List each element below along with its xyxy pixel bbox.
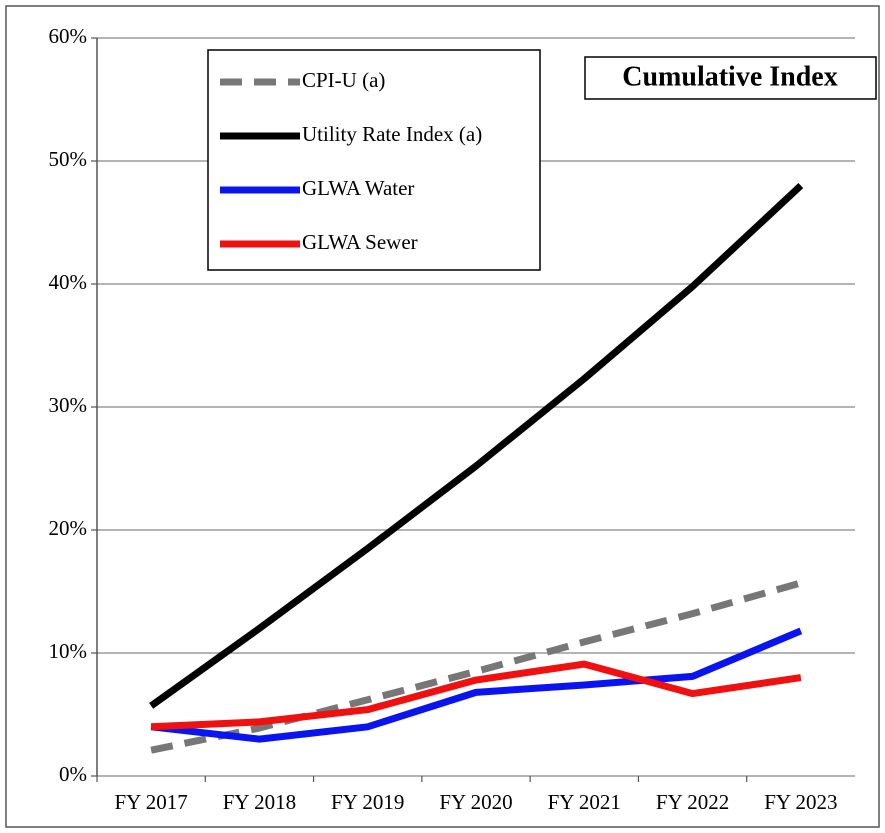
x-tick-label: FY 2021 <box>548 790 621 814</box>
legend-box <box>207 49 541 271</box>
legend-label: Utility Rate Index (a) <box>302 122 482 146</box>
y-tick-label: 0% <box>59 762 87 786</box>
y-tick-label: 10% <box>49 639 88 663</box>
y-tick-label: 20% <box>49 516 88 540</box>
y-tick-label: 60% <box>49 24 88 48</box>
y-tick-label: 50% <box>49 147 88 171</box>
series-line <box>150 627 803 743</box>
x-tick-label: FY 2017 <box>114 790 187 814</box>
series-line <box>150 660 802 731</box>
x-tick-label: FY 2022 <box>656 790 729 814</box>
x-tick-label: FY 2020 <box>439 790 512 814</box>
legend-label: GLWA Water <box>302 176 414 200</box>
annotation: Cumulative Index <box>622 61 837 92</box>
annotation-box <box>584 56 877 100</box>
x-tick-label: FY 2023 <box>764 790 837 814</box>
series-line <box>150 579 802 754</box>
legend-label: CPI-U (a) <box>302 68 385 92</box>
y-tick-label: 30% <box>49 393 88 417</box>
x-tick-label: FY 2018 <box>223 790 296 814</box>
series-line <box>149 183 804 709</box>
y-tick-label: 40% <box>49 270 88 294</box>
x-tick-label: FY 2019 <box>331 790 404 814</box>
legend-label: GLWA Sewer <box>302 230 418 254</box>
